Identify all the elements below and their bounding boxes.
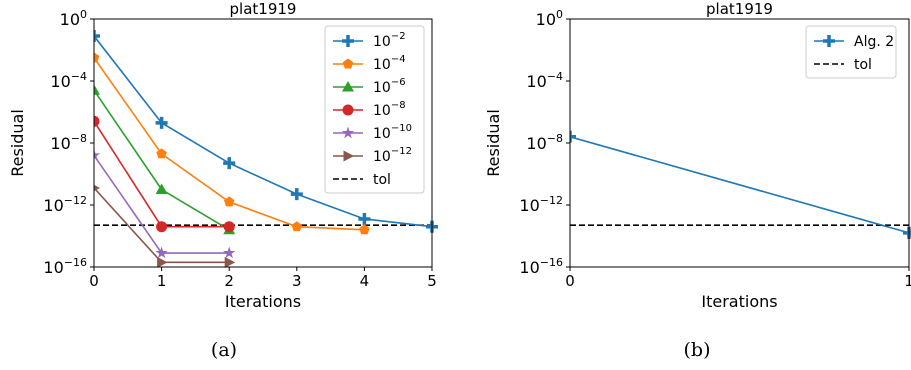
y-axis-label: Residual [484,109,503,177]
x-tick-label: 4 [360,272,370,290]
legend-marker [343,150,354,162]
subfigure-caption: (b) [684,339,711,361]
chart-a: plat1919 100 10−4 10−8 10−12 10−160 1 2 3 4 5 Itera… [8,0,438,361]
legend-label: tol [854,57,872,73]
data-point [94,30,100,43]
chart-title: plat1919 [230,0,297,18]
legend-label: 10−6 [373,77,406,96]
data-point [223,246,236,259]
x-tick-label: 1 [904,272,911,290]
x-tick-label: 1 [157,272,167,290]
series-4 [94,115,235,233]
data-point [155,116,168,129]
axes-frame [569,18,910,268]
x-tick-label: 5 [427,272,437,290]
legend-label: 10−12 [373,146,412,165]
legend-marker [823,35,835,47]
data-point [156,221,168,233]
data-point [223,196,235,207]
data-point [223,157,236,170]
data-point [224,256,236,268]
legend-marker [342,35,354,47]
legend-entry: 10−10 [333,123,412,142]
legend: Alg. 2 tol [805,25,897,79]
x-axis-label: Iterations [225,292,301,311]
y-tick-label: 100 [536,8,563,29]
data-point [156,148,167,159]
legend-entry: 10−8 [333,100,406,119]
y-tick-label: 100 [60,8,87,29]
legend-entry-tol: tol [814,57,872,73]
legend-marker [342,81,354,92]
legend-entry-tol: tol [333,172,391,188]
y-tick-label: 10−8 [526,132,563,153]
series-line [94,89,230,231]
legend-label: 10−2 [373,31,406,50]
plot-area [570,130,911,239]
data-point [94,115,100,127]
data-point [155,183,168,194]
data-point [570,130,576,143]
data-point [290,188,303,201]
data-point [94,52,100,63]
legend-label: tol [373,172,391,188]
x-tick-label: 3 [292,272,302,290]
y-tick-label: 10−4 [50,70,87,91]
series-line [94,154,230,254]
legend-label: 10−10 [373,123,412,142]
legend-entry: 10−12 [333,146,412,165]
x-axis-label: Iterations [701,292,777,311]
data-point [358,212,371,225]
legend-entry: 10−2 [333,31,406,50]
data-point [359,224,370,235]
series-line [94,35,433,228]
chart-title: plat1919 [706,0,773,18]
data-point [94,184,100,192]
legend-entry: Alg. 2 [814,34,894,50]
y-tick-label: 10−16 [43,256,87,277]
legend-entry: 10−6 [333,77,406,96]
chart-b: plat1919 100 10−4 10−8 10−12 10−160 1 Iteration… [484,0,911,361]
series-3 [94,84,236,235]
x-tick-label: 2 [224,272,234,290]
y-tick-label: 10−12 [43,194,87,215]
legend-entry: 10−4 [333,54,406,73]
axes-frame [93,18,433,268]
data-point [291,221,303,232]
y-tick-label: 10−8 [50,132,87,153]
y-tick-label: 10−12 [519,194,563,215]
legend-marker [341,126,355,139]
subfigure-caption: (a) [211,339,237,361]
data-point [94,84,100,95]
data-point [157,256,168,268]
series-line [570,136,910,234]
y-tick-label: 10−16 [519,256,563,277]
y-axis-label: Residual [8,109,27,177]
series-2 [94,52,370,235]
legend: 10−2 10−4 10−6 10−8 10−10 10−12 tol [324,25,425,194]
data-point [903,226,911,239]
data-point [223,221,235,233]
x-tick-label: 0 [565,272,575,290]
legend-label: 10−4 [373,54,406,73]
data-point [155,246,168,259]
series-5 [94,148,236,259]
x-tick-label: 0 [89,272,99,290]
series-6 [94,184,236,268]
y-tick-label: 10−4 [526,70,563,91]
data-point [94,148,101,161]
legend-label: Alg. 2 [854,34,894,50]
legend-label: 10−8 [373,100,406,119]
legend-marker [342,104,354,116]
legend-marker [342,58,354,69]
series-1 [570,130,911,239]
